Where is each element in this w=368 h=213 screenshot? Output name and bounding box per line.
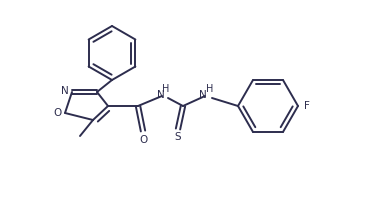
Text: F: F (304, 101, 310, 111)
Text: N: N (157, 90, 165, 100)
Text: O: O (54, 108, 62, 118)
Text: N: N (61, 86, 69, 96)
Text: O: O (139, 135, 147, 145)
Text: S: S (175, 132, 181, 142)
Text: H: H (206, 84, 214, 94)
Text: N: N (199, 90, 207, 100)
Text: H: H (162, 84, 170, 94)
